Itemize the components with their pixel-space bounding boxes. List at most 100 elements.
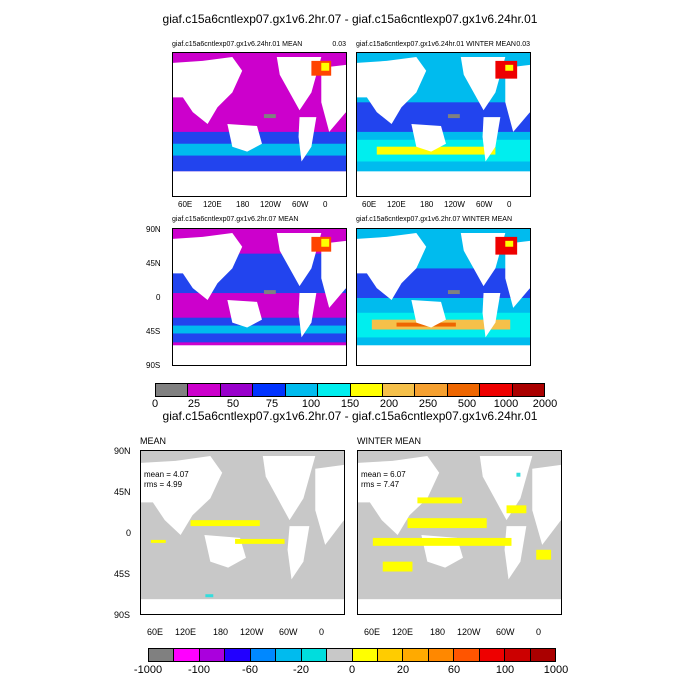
lon-label: 0 — [507, 200, 512, 209]
lon-label: 60E — [178, 200, 193, 209]
colorbar-swatch — [447, 384, 481, 396]
stat-mean-left: mean = 4.07 — [144, 470, 189, 479]
panel-title-diff-winter: WINTER MEAN — [357, 436, 421, 446]
colorbar-swatch — [530, 649, 555, 661]
lon-label: 60E — [147, 627, 164, 637]
map-panel-2hr-winter — [356, 228, 531, 366]
stat-rms-left: rms = 4.99 — [144, 480, 183, 489]
panel-title-upper-right: giaf.c15a6cntlexp07.gx1v6.24hr.01 WINTER… — [356, 41, 516, 48]
lon-label: 120E — [392, 627, 414, 637]
colorbar-swatch — [403, 649, 429, 661]
map-panel-24hr-mean — [172, 52, 347, 197]
colorbar-swatch — [327, 649, 353, 661]
lon-label: 120W — [260, 200, 281, 209]
lon-label: 120E — [175, 627, 197, 637]
colorbar-swatch — [174, 649, 200, 661]
lat-label: 0 — [126, 528, 132, 538]
diff-map-panel-winter — [357, 450, 562, 615]
colorbar-swatch — [220, 384, 254, 396]
lon-label: 180 — [430, 627, 446, 637]
lon-label: 0 — [319, 627, 325, 637]
colorbar-swatch — [505, 649, 531, 661]
colorbar-label: 60 — [447, 664, 461, 676]
stat-mean-right: mean = 6.07 — [361, 470, 406, 479]
lat-label: 45S — [114, 569, 131, 579]
colorbar-swatch — [382, 384, 416, 396]
lon-label: 120E — [203, 200, 222, 209]
diff-map-winter-svg — [358, 451, 561, 614]
colorbar-label: 20 — [396, 664, 410, 676]
colorbar-swatch — [156, 384, 189, 396]
colorbar-swatch — [512, 384, 545, 396]
colorbar-label: 1000 — [543, 664, 569, 676]
colorbar-label: 0 — [151, 398, 159, 410]
colorbar-swatch — [428, 649, 455, 661]
panel-title-diff-mean: MEAN — [140, 436, 167, 446]
lat-label: 90S — [114, 610, 131, 620]
colorbar-swatch — [318, 384, 351, 396]
colorbar-swatch — [350, 384, 383, 396]
panel-title-upper-left: giaf.c15a6cntlexp07.gx1v6.24hr.01 MEAN — [172, 41, 303, 48]
panel-title-2hr-winter: giaf.c15a6cntlexp07.gx1v6.2hr.07 WINTER … — [356, 216, 513, 223]
colorbar-swatch — [276, 649, 302, 661]
lon-label: 60E — [364, 627, 381, 637]
stat-rms-right: rms = 7.47 — [361, 480, 400, 489]
upper-colorbar — [155, 383, 545, 397]
lon-label: 60E — [362, 200, 377, 209]
map-2hr-winter-svg — [357, 229, 530, 365]
lon-label: 120W — [240, 627, 264, 637]
lat-label: 90N — [114, 446, 131, 456]
colorbar-label: 250 — [418, 398, 438, 410]
lon-label: 180 — [213, 627, 229, 637]
panel-value-upper-left: 0.03 — [332, 41, 346, 48]
lon-label: 120E — [387, 200, 406, 209]
lon-label: 120W — [444, 200, 465, 209]
colorbar-swatch — [479, 649, 506, 661]
map-24hr-winter-svg — [357, 53, 530, 196]
colorbar-swatch — [250, 649, 277, 661]
diff-map-mean-svg — [141, 451, 344, 614]
colorbar-label: -100 — [187, 664, 211, 676]
lat-label: 45S — [146, 327, 161, 336]
diff-map-panel-mean — [140, 450, 345, 615]
map-panel-2hr-mean — [172, 228, 347, 366]
map-24hr-mean-svg — [173, 53, 346, 196]
map-panel-24hr-winter — [356, 52, 531, 197]
colorbar-swatch — [454, 649, 480, 661]
colorbar-swatch — [377, 649, 404, 661]
colorbar-swatch — [199, 649, 226, 661]
colorbar-label: 100 — [301, 398, 321, 410]
colorbar-label: 150 — [340, 398, 360, 410]
colorbar-swatch — [480, 384, 513, 396]
lat-label: 45N — [146, 259, 161, 268]
colorbar-label: 0 — [348, 664, 356, 676]
lon-label: 180 — [420, 200, 434, 209]
lat-label: 45N — [114, 487, 131, 497]
lon-label: 60W — [496, 627, 515, 637]
colorbar-label: -60 — [242, 664, 258, 676]
lon-label: 120W — [457, 627, 481, 637]
lat-label: 90S — [146, 361, 161, 370]
lat-label: 90N — [146, 225, 161, 234]
panel-title-2hr-mean: giaf.c15a6cntlexp07.gx1v6.2hr.07 MEAN — [172, 216, 299, 223]
lon-label: 60W — [476, 200, 493, 209]
colorbar-label: -20 — [293, 664, 309, 676]
colorbar-swatch — [415, 384, 448, 396]
upper-title: giaf.c15a6cntlexp07.gx1v6.2hr.07 - giaf.… — [162, 12, 538, 26]
lower-title: giaf.c15a6cntlexp07.gx1v6.2hr.07 - giaf.… — [162, 409, 538, 423]
colorbar-label: 1000 — [493, 398, 519, 410]
colorbar-swatch — [188, 384, 221, 396]
lon-label: 180 — [236, 200, 250, 209]
colorbar-swatch — [253, 384, 286, 396]
colorbar-label: 75 — [265, 398, 279, 410]
lon-label: 0 — [536, 627, 542, 637]
colorbar-swatch — [225, 649, 251, 661]
lon-label: 60W — [292, 200, 309, 209]
lon-label: 60W — [279, 627, 298, 637]
colorbar-label: 50 — [226, 398, 240, 410]
colorbar-swatch — [149, 649, 175, 661]
colorbar-label: 200 — [379, 398, 399, 410]
lat-label: 0 — [156, 293, 161, 302]
lower-colorbar — [148, 648, 556, 662]
colorbar-label: 25 — [187, 398, 201, 410]
